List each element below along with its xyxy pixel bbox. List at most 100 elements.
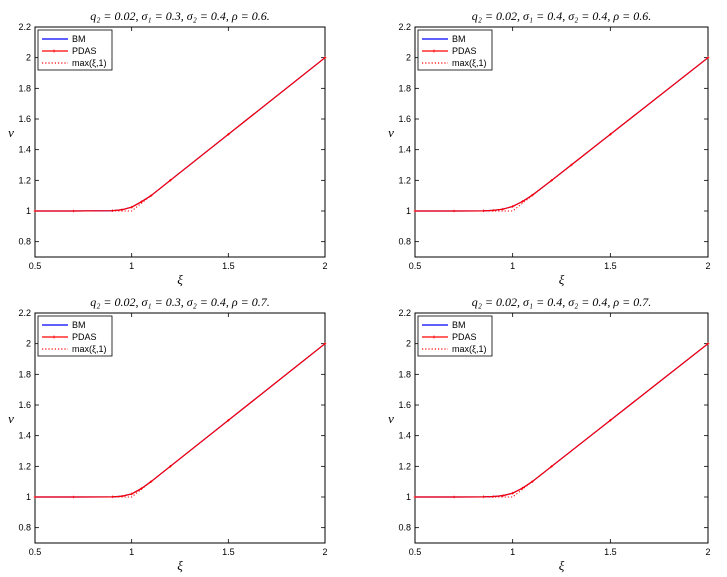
series-point-pdas xyxy=(140,487,143,490)
x-tick-label: 1 xyxy=(129,547,134,557)
y-tick-label: 1.6 xyxy=(18,114,31,124)
x-tick-label: 1 xyxy=(129,261,134,271)
x-tick-label: 1 xyxy=(510,547,515,557)
series-point-pdas xyxy=(413,495,417,499)
series-point-pdas xyxy=(511,205,514,208)
y-tick-label: 2.2 xyxy=(398,308,411,318)
series-point-pdas xyxy=(609,419,612,422)
chart-title: q₂ = 0.02, σ₁ = 0.4, σ₂ = 0.4, ρ = 0.6. xyxy=(472,9,652,23)
legend-label: max(ξ,1) xyxy=(72,58,107,68)
series-point-pdas xyxy=(511,491,514,495)
y-tick-label: 1.4 xyxy=(18,145,31,155)
x-axis-label: ξ xyxy=(559,558,565,573)
chart-panel-bottom-left: q₂ = 0.02, σ₁ = 0.3, σ₂ = 0.4, ρ = 0.7. 0… xyxy=(0,286,363,577)
series-point-pdas xyxy=(111,209,114,212)
chart-panel-bottom-right: q₂ = 0.02, σ₁ = 0.4, σ₂ = 0.4, ρ = 0.7. 0… xyxy=(382,286,727,577)
y-axis-label: v xyxy=(8,125,14,140)
series-point-pdas xyxy=(550,465,554,468)
series-point-pdas xyxy=(323,342,327,345)
x-tick-label: 2 xyxy=(705,547,710,557)
chart-svg-2: q₂ = 0.02, σ₁ = 0.3, σ₂ = 0.4, ρ = 0.7. 0… xyxy=(8,295,327,573)
series-point-pdas xyxy=(413,209,417,213)
legend-label: PDAS xyxy=(452,332,477,342)
x-axis-label: ξ xyxy=(177,272,183,287)
chart-title: q₂ = 0.02, σ₁ = 0.3, σ₂ = 0.4, ρ = 0.7. xyxy=(90,295,270,309)
series-point-pdas xyxy=(452,495,456,499)
legend-label: PDAS xyxy=(72,332,97,342)
x-tick-label: 2 xyxy=(322,547,327,557)
legend-box xyxy=(37,315,113,357)
series-point-pdas xyxy=(130,492,133,496)
series-line-pdas xyxy=(35,343,326,498)
y-tick-label: 1.8 xyxy=(398,83,411,93)
y-tick-label: 1 xyxy=(26,492,31,502)
series-point-pdas xyxy=(72,209,75,213)
y-tick-label: 1.4 xyxy=(398,431,411,441)
series-point-pdas xyxy=(706,342,710,345)
series-point-pdas xyxy=(706,56,710,59)
x-axis-label: ξ xyxy=(559,272,565,287)
x-axis-label: ξ xyxy=(177,558,183,573)
y-tick-label: 0.8 xyxy=(18,237,31,247)
series-point-pdas xyxy=(169,465,172,468)
series-point-pdas xyxy=(111,495,114,499)
x-tick-label: 1.5 xyxy=(222,547,235,557)
chart-svg-0: q₂ = 0.02, σ₁ = 0.3, σ₂ = 0.4, ρ = 0.6. 0… xyxy=(8,9,327,287)
y-tick-label: 1 xyxy=(406,206,411,216)
series-point-pdas xyxy=(33,495,37,499)
y-tick-label: 2 xyxy=(26,339,31,349)
series-point-pdas xyxy=(550,179,554,182)
x-tick-label: 0.5 xyxy=(29,547,42,557)
series-line-pdas xyxy=(35,57,326,212)
legend-label: max(ξ,1) xyxy=(452,58,487,68)
series-point-pdas xyxy=(120,494,124,498)
y-tick-label: 1 xyxy=(406,492,411,502)
y-tick-label: 0.8 xyxy=(18,523,31,533)
y-tick-label: 1.2 xyxy=(398,461,411,471)
y-tick-label: 1.8 xyxy=(18,83,31,93)
legend-label: BM xyxy=(452,34,466,44)
y-tick-label: 1.8 xyxy=(18,369,31,379)
series-point-pdas xyxy=(72,495,75,499)
chart-svg-1: q₂ = 0.02, σ₁ = 0.4, σ₂ = 0.4, ρ = 0.6. 0… xyxy=(388,9,710,287)
legend-label: max(ξ,1) xyxy=(72,344,107,354)
series-point-pdas xyxy=(530,480,534,483)
x-tick-label: 1.5 xyxy=(222,261,235,271)
chart-svg-3: q₂ = 0.02, σ₁ = 0.4, σ₂ = 0.4, ρ = 0.7. 0… xyxy=(388,295,710,573)
y-axis-label: v xyxy=(8,411,14,426)
y-tick-label: 0.8 xyxy=(398,523,411,533)
series-point-pdas xyxy=(149,480,153,483)
chart-title: q₂ = 0.02, σ₁ = 0.4, σ₂ = 0.4, ρ = 0.7. xyxy=(472,295,652,309)
x-tick-label: 1 xyxy=(510,261,515,271)
y-tick-label: 2 xyxy=(406,339,411,349)
y-tick-label: 2.2 xyxy=(18,308,31,318)
chart-panel-top-left: q₂ = 0.02, σ₁ = 0.3, σ₂ = 0.4, ρ = 0.6. 0… xyxy=(0,0,363,291)
series-point-pdas xyxy=(323,56,327,59)
legend-box xyxy=(417,29,493,71)
legend-box xyxy=(37,29,113,71)
series-point-pdas xyxy=(501,494,505,497)
x-tick-label: 1.5 xyxy=(604,261,617,271)
series-point-pdas xyxy=(569,163,573,167)
y-tick-label: 0.8 xyxy=(398,237,411,247)
series-point-pdas xyxy=(501,207,505,211)
x-tick-label: 2 xyxy=(705,261,710,271)
x-tick-label: 0.5 xyxy=(409,261,422,271)
legend-label: BM xyxy=(72,320,86,330)
series-point-pdas xyxy=(482,495,485,499)
chart-title: q₂ = 0.02, σ₁ = 0.3, σ₂ = 0.4, ρ = 0.6. xyxy=(90,9,270,23)
legend-label: PDAS xyxy=(452,46,477,56)
series-point-pdas xyxy=(530,193,534,197)
series-point-pdas xyxy=(482,209,485,213)
y-tick-label: 1.4 xyxy=(398,145,411,155)
series-point-pdas xyxy=(521,486,524,490)
legend-label: PDAS xyxy=(72,46,97,56)
series-line-pdas xyxy=(415,57,709,212)
y-tick-label: 1.2 xyxy=(18,461,31,471)
legend-label: BM xyxy=(72,34,86,44)
legend-label: BM xyxy=(452,320,466,330)
x-tick-label: 0.5 xyxy=(409,547,422,557)
series-point-pdas xyxy=(149,194,153,197)
y-tick-label: 2.2 xyxy=(398,22,411,32)
series-point-pdas xyxy=(33,209,37,213)
